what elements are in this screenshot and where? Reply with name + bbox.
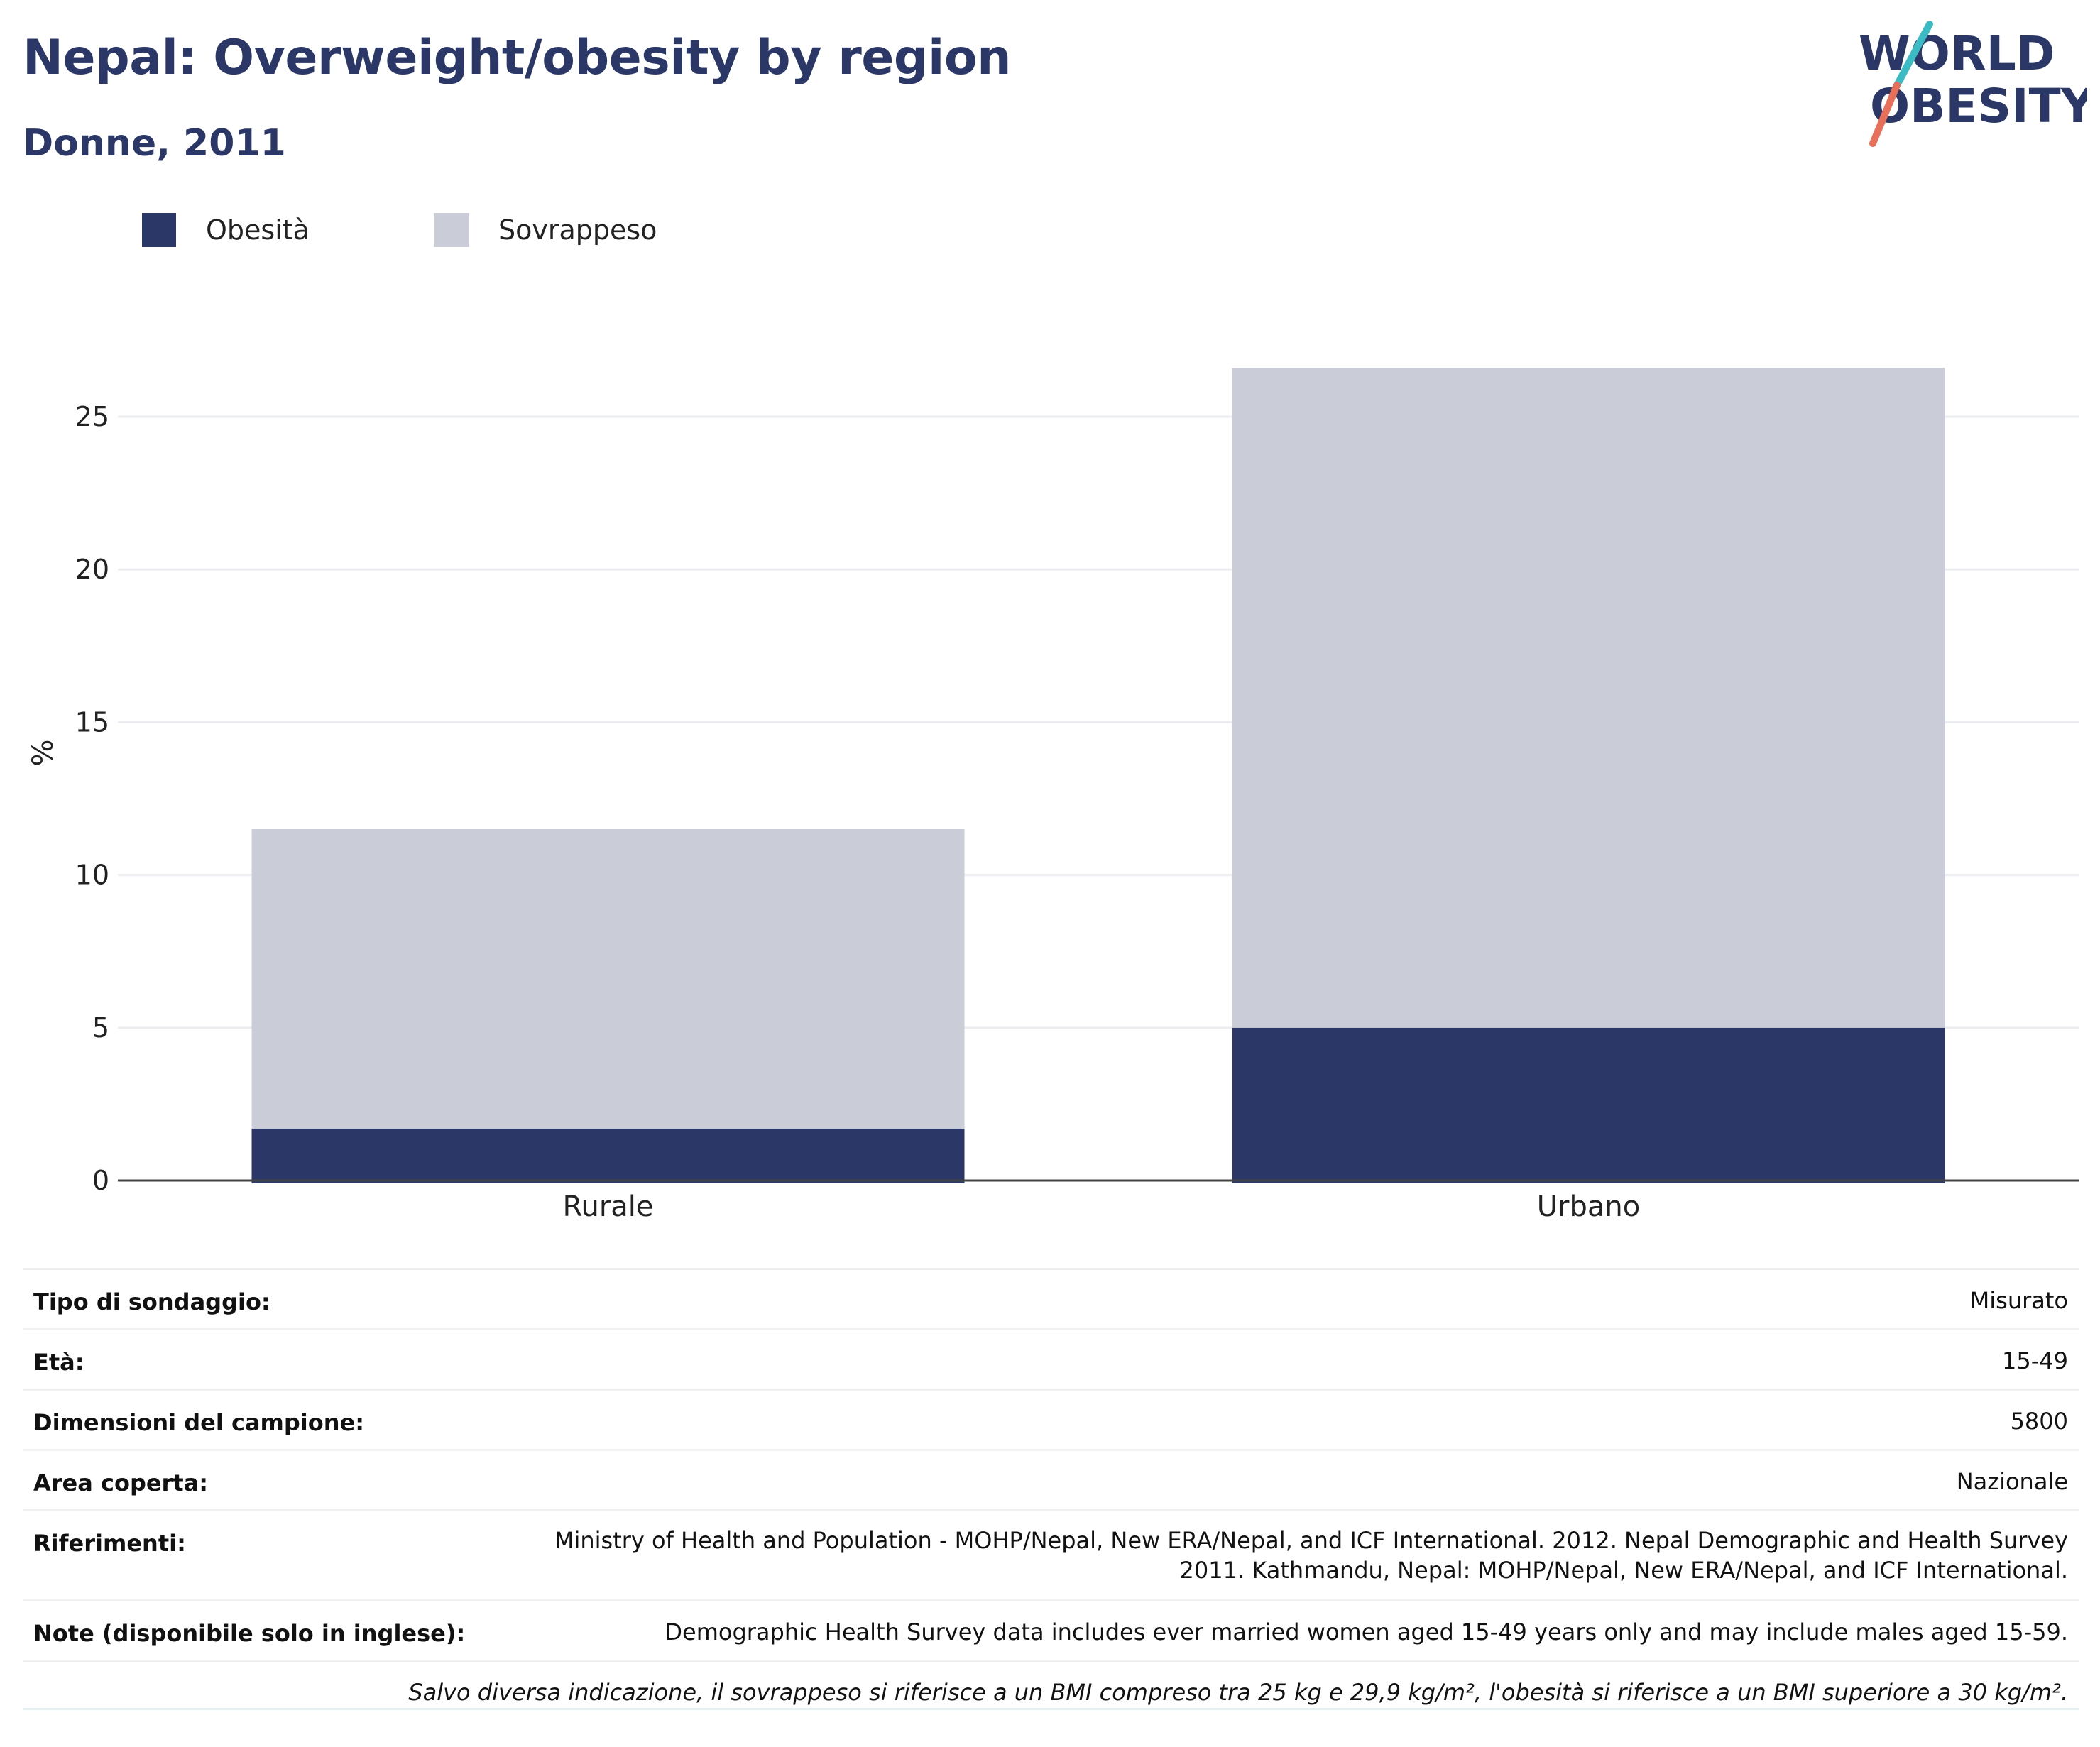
legend-label-overweight: Sovrappeso	[498, 214, 657, 246]
info-label: Area coperta:	[33, 1469, 209, 1496]
info-row-area: Area coperta: Nazionale	[23, 1449, 2079, 1509]
x-tick-label: Urbano	[1537, 1190, 1640, 1223]
reference-line-1: Ministry of Health and Population - MOHP…	[554, 1527, 2068, 1554]
y-tick-label: 25	[75, 401, 109, 432]
footnote-text: Salvo diversa indicazione, il sovrappeso…	[408, 1679, 2068, 1706]
logo-slash-coral	[1869, 82, 1901, 147]
info-row-sample-size: Dimensioni del campione: 5800	[23, 1389, 2079, 1449]
bar-obesity-urbano	[1232, 1027, 1945, 1183]
chart-subtitle: Donne, 2011	[23, 122, 286, 165]
info-label: Dimensioni del campione:	[33, 1409, 365, 1436]
y-tick-label: 10	[75, 860, 109, 891]
logo-line2: OBESITY	[1870, 79, 2087, 133]
info-label: Tipo di sondaggio:	[33, 1288, 270, 1315]
info-value: Demographic Health Survey data includes …	[665, 1619, 2068, 1645]
info-value: 15-49	[2002, 1347, 2068, 1374]
info-row-notes: Note (disponibile solo in inglese): Demo…	[23, 1599, 2079, 1660]
info-value: Nazionale	[1956, 1468, 2068, 1495]
info-label: Riferimenti:	[33, 1530, 186, 1557]
world-obesity-logo: WORLD OBESITY	[1859, 21, 2087, 147]
info-value: Misurato	[1969, 1287, 2068, 1314]
chart-title: Nepal: Overweight/obesity by region	[23, 30, 1011, 86]
y-tick-label: 15	[75, 706, 109, 738]
info-bottom-divider	[23, 1708, 2079, 1710]
y-tick-label: 5	[92, 1012, 109, 1044]
info-label: Note (disponibile solo in inglese):	[33, 1620, 466, 1647]
legend-swatch-overweight	[434, 213, 469, 247]
bar-overweight-urbano	[1232, 368, 1945, 1028]
reference-line-2: 2011. Kathmandu, Nepal: MOHP/Nepal, New …	[1179, 1557, 2068, 1584]
info-row-footnote: Salvo diversa indicazione, il sovrappeso…	[23, 1660, 2079, 1720]
info-value: Ministry of Health and Population - MOHP…	[554, 1526, 2068, 1585]
info-label: Età:	[33, 1349, 84, 1376]
info-row-references: Riferimenti: Ministry of Health and Popu…	[23, 1509, 2079, 1599]
info-row-survey-type: Tipo di sondaggio: Misurato	[23, 1268, 2079, 1328]
y-axis-label: %	[27, 739, 60, 766]
legend-swatch-obesity	[142, 213, 176, 247]
y-tick-label: 20	[75, 554, 109, 585]
bar-obesity-rurale	[251, 1128, 965, 1183]
info-row-age: Età: 15-49	[23, 1328, 2079, 1389]
x-tick-label: Rurale	[562, 1190, 653, 1223]
info-table: Tipo di sondaggio: Misurato Età: 15-49 D…	[23, 1268, 2079, 1720]
bar-overweight-rurale	[251, 829, 965, 1129]
bar-chart: 0 5 10 15 20 25% Rurale Urbano	[27, 368, 2079, 1223]
info-value: 5800	[2010, 1408, 2068, 1435]
y-tick-label: 0	[92, 1165, 109, 1196]
logo-slash-teal	[1893, 21, 1933, 89]
logo-line1: WORLD	[1859, 26, 2055, 81]
legend-label-obesity: Obesità	[206, 214, 310, 246]
